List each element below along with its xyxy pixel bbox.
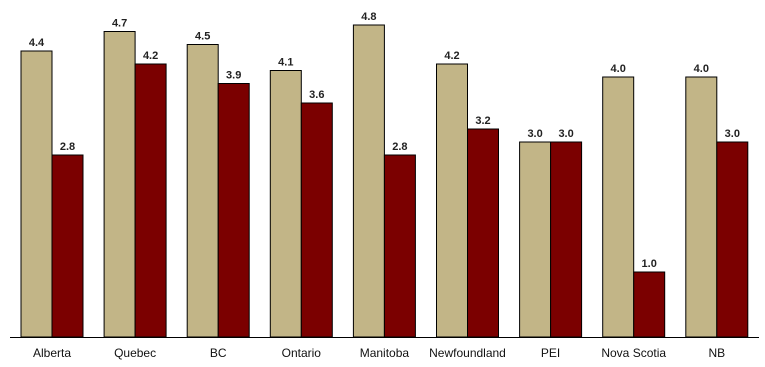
x-tick-label-newfoundland: Newfoundland bbox=[429, 346, 506, 360]
x-tick-label-nova-scotia: Nova Scotia bbox=[601, 346, 666, 360]
x-tick-labels-layer: Alberta Quebec BC Ontario Manitoba Newfoundla… bbox=[33, 346, 725, 360]
bar-series2-bc bbox=[217, 83, 250, 338]
bar-series1-nb bbox=[685, 76, 718, 338]
data-labels-layer: 4.4 2.8 4.7 4.2 4.5 3.9 4.1 3.6 4.8 2.8 4.2 3.2 3.0 3… bbox=[29, 11, 740, 270]
data-label-series1-ontario: 4.1 bbox=[278, 57, 293, 69]
data-label-series2-newfoundland: 3.2 bbox=[475, 115, 490, 127]
data-label-series1-alberta: 4.4 bbox=[29, 37, 45, 49]
bar-series2-quebec bbox=[134, 63, 167, 338]
bar-series2-nova-scotia bbox=[633, 271, 666, 338]
x-tick-label-ontario: Ontario bbox=[282, 346, 322, 360]
bar-series2-manitoba bbox=[383, 154, 416, 338]
data-label-series1-newfoundland: 4.2 bbox=[444, 50, 459, 62]
bar-series1-bc bbox=[186, 44, 219, 338]
data-label-series2-manitoba: 2.8 bbox=[392, 141, 407, 153]
bar-series2-newfoundland bbox=[467, 128, 499, 338]
data-label-series1-nb: 4.0 bbox=[694, 63, 709, 75]
x-tick-label-alberta: Alberta bbox=[33, 346, 71, 360]
data-label-series1-quebec: 4.7 bbox=[112, 18, 127, 30]
bar-series1-ontario bbox=[269, 70, 302, 338]
data-label-series2-alberta: 2.8 bbox=[60, 141, 75, 153]
bar-series2-pei bbox=[550, 141, 583, 338]
bar-series1-alberta bbox=[20, 50, 53, 338]
bars-layer bbox=[20, 24, 749, 338]
data-label-series2-nb: 3.0 bbox=[725, 128, 740, 140]
data-label-series2-bc: 3.9 bbox=[226, 70, 241, 82]
data-label-series2-ontario: 3.6 bbox=[309, 89, 324, 101]
bar-series1-quebec bbox=[103, 31, 136, 338]
data-label-series2-nova-scotia: 1.0 bbox=[642, 258, 657, 270]
data-label-series1-pei: 3.0 bbox=[527, 128, 542, 140]
bar-series2-nb bbox=[716, 141, 749, 338]
data-label-series1-manitoba: 4.8 bbox=[361, 11, 376, 23]
data-label-series1-bc: 4.5 bbox=[195, 31, 210, 43]
x-tick-label-bc: BC bbox=[210, 346, 227, 360]
bar-series1-newfoundland bbox=[436, 63, 468, 338]
x-tick-label-quebec: Quebec bbox=[114, 346, 156, 360]
data-label-series2-quebec: 4.2 bbox=[143, 50, 158, 62]
x-tick-label-manitoba: Manitoba bbox=[360, 346, 410, 360]
data-label-series2-pei: 3.0 bbox=[558, 128, 573, 140]
bar-series1-pei bbox=[519, 141, 552, 338]
x-tick-label-pei: PEI bbox=[541, 346, 560, 360]
data-label-series1-nova-scotia: 4.0 bbox=[611, 63, 626, 75]
bar-series1-nova-scotia bbox=[602, 76, 635, 338]
bar-series1-manitoba bbox=[352, 24, 385, 338]
x-tick-label-nb: NB bbox=[708, 346, 725, 360]
bar-series2-ontario bbox=[300, 102, 333, 338]
bar-series2-alberta bbox=[51, 154, 84, 338]
